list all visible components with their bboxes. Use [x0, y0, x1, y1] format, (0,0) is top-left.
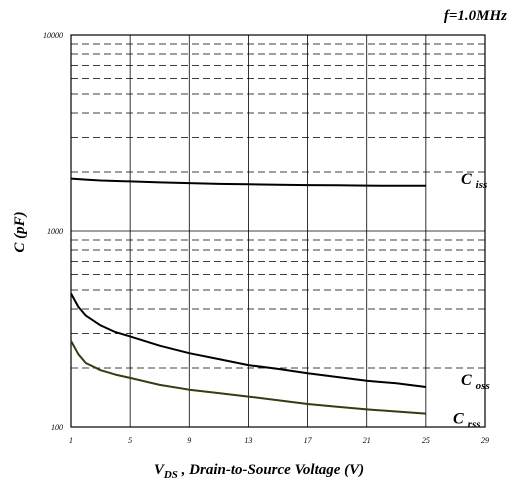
- series-line-rss: [70, 340, 426, 415]
- frequency-annotation: f=1.0MHz: [444, 8, 507, 24]
- series-lines: [70, 177, 427, 415]
- x-axis-label-suffix: , Drain-to-Source Voltage (V): [178, 462, 364, 478]
- plot-frame: [70, 34, 486, 428]
- series-line-iss: [70, 177, 426, 187]
- x-axis-label: VDS , Drain-to-Source Voltage (V): [154, 462, 364, 481]
- x-tick-label: 9: [187, 436, 191, 445]
- x-tick-label: 25: [422, 436, 430, 445]
- y-tick-label: 100: [51, 423, 63, 432]
- x-tick-label: 1: [69, 436, 73, 445]
- x-axis-label-subscript: DS: [163, 469, 178, 481]
- x-tick-label: 13: [244, 436, 252, 445]
- y-axis-label: C (pF): [12, 211, 28, 252]
- grid: [71, 35, 485, 427]
- tick-labels: 1 5 9 13 17 21 25 29 100 1000 10000: [43, 31, 489, 445]
- y-tick-label: 1000: [47, 227, 63, 236]
- x-axis-label-prefix: V: [154, 462, 166, 478]
- x-tick-label: 17: [304, 436, 313, 445]
- x-tick-label: 21: [363, 436, 371, 445]
- x-tick-label: 5: [128, 436, 132, 445]
- series-line-oss: [70, 293, 427, 388]
- x-tick-label: 29: [481, 436, 489, 445]
- y-tick-label: 10000: [43, 31, 63, 40]
